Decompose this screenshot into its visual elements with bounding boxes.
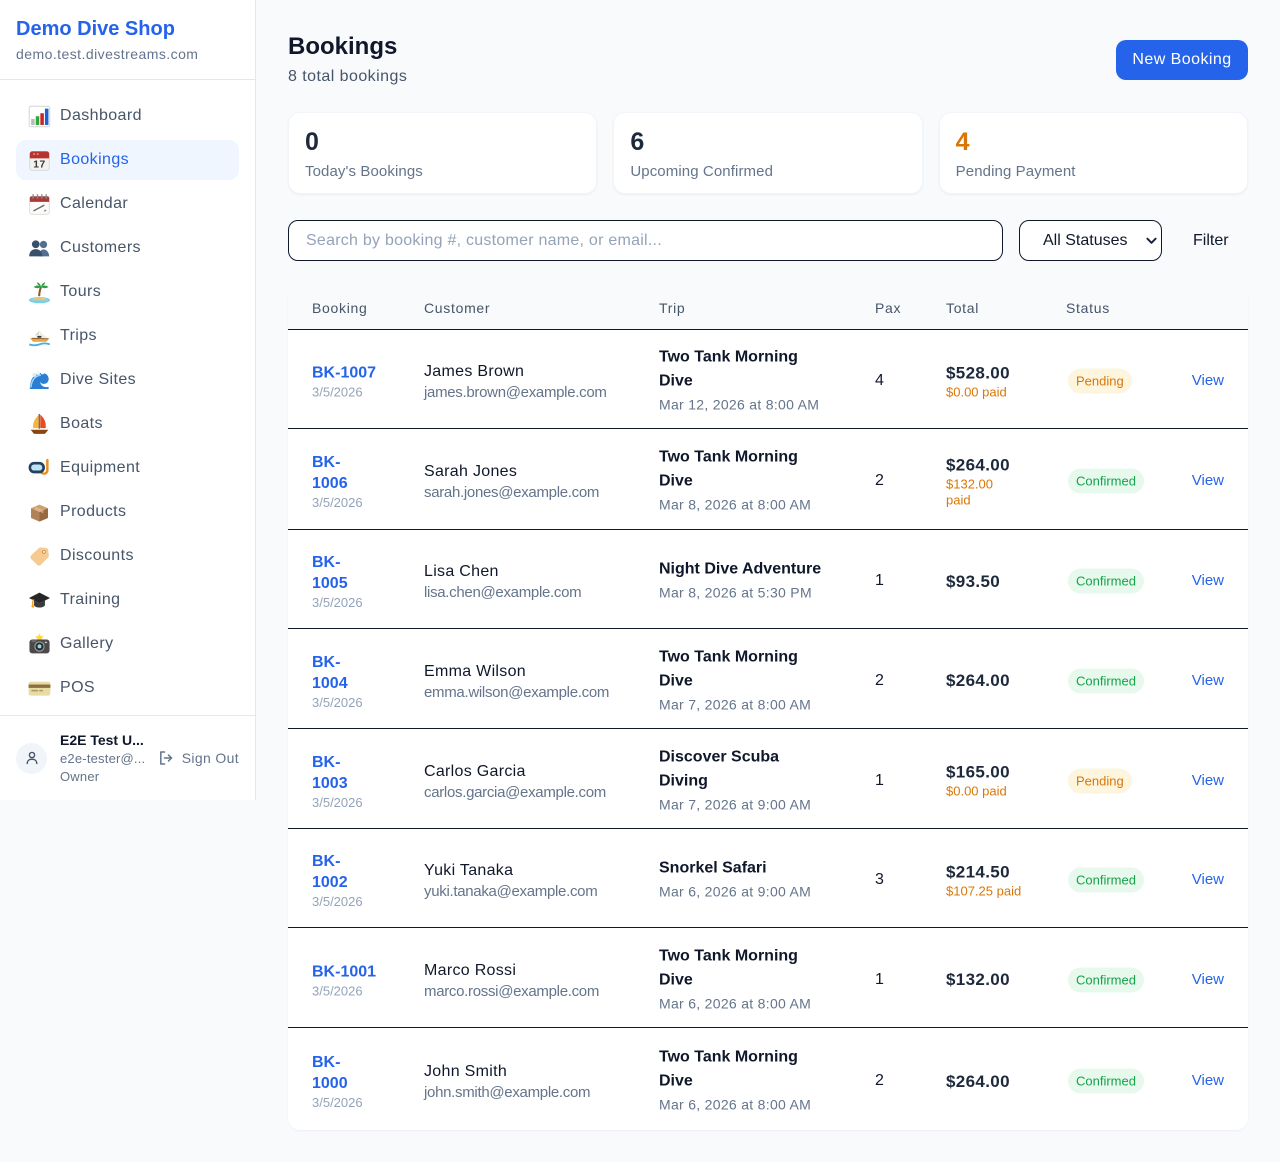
svg-text:17: 17 [33, 159, 45, 170]
